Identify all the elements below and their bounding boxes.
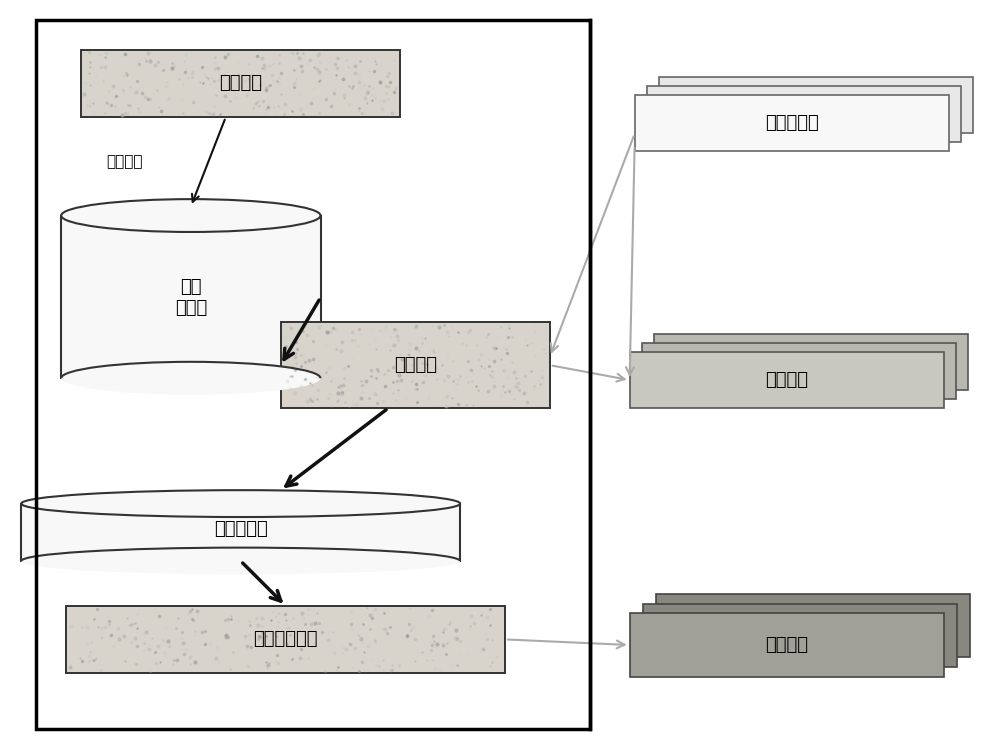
Ellipse shape: [21, 490, 460, 517]
Text: 声音采集: 声音采集: [219, 74, 262, 92]
Bar: [630, 613, 944, 676]
Text: 模式
鸣声库: 模式 鸣声库: [175, 278, 207, 317]
Bar: [66, 606, 505, 673]
Bar: [656, 594, 970, 658]
Ellipse shape: [61, 362, 320, 395]
Text: 专家鉴定: 专家鉴定: [106, 154, 143, 169]
Bar: [21, 503, 460, 561]
Text: 鸣声特征: 鸣声特征: [765, 371, 808, 389]
Text: 待鉴定鸣声: 待鉴定鸣声: [765, 114, 819, 132]
Ellipse shape: [21, 548, 460, 574]
Bar: [654, 334, 968, 390]
Bar: [643, 604, 957, 667]
Bar: [36, 20, 590, 729]
Text: 构建识别模型: 构建识别模型: [253, 631, 318, 649]
Bar: [81, 50, 400, 117]
Text: 训练特征库: 训练特征库: [214, 520, 268, 538]
Bar: [281, 322, 550, 408]
Text: 特征提取: 特征提取: [394, 357, 437, 374]
Bar: [635, 94, 949, 151]
Bar: [659, 76, 973, 133]
Bar: [642, 343, 956, 399]
Bar: [61, 216, 320, 378]
Text: 识别结果: 识别结果: [765, 636, 808, 654]
Bar: [647, 85, 961, 142]
Ellipse shape: [61, 199, 320, 232]
Bar: [630, 352, 944, 408]
